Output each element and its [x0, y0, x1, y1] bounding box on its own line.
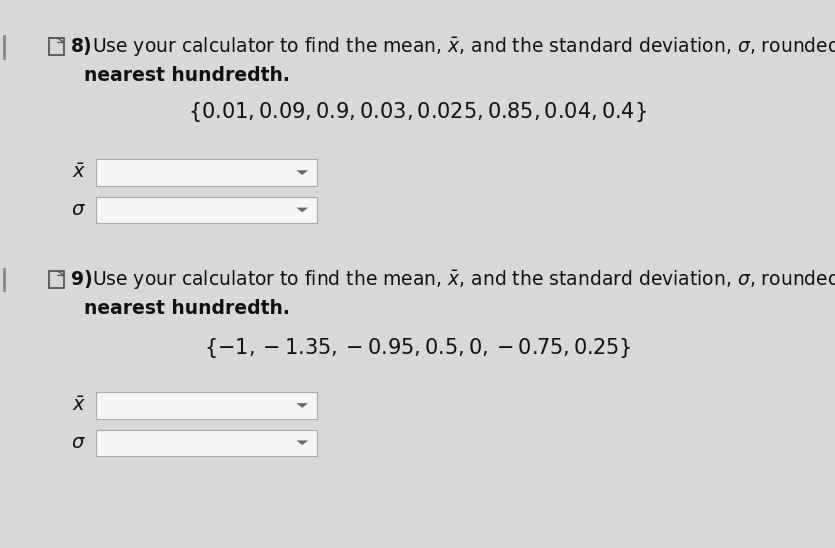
Text: $\bar{x}$: $\bar{x}$ — [72, 396, 86, 415]
Text: nearest hundredth.: nearest hundredth. — [84, 299, 290, 318]
Text: Use your calculator to find the mean, $\bar{x}$, and the standard deviation, $\s: Use your calculator to find the mean, $\… — [92, 35, 835, 58]
Text: $\{0.01, 0.09, 0.9, 0.03, 0.025, 0.85, 0.04, 0.4\}$: $\{0.01, 0.09, 0.9, 0.03, 0.025, 0.85, 0… — [188, 100, 647, 124]
FancyBboxPatch shape — [96, 430, 317, 456]
Text: Use your calculator to find the mean, $\bar{x}$, and the standard deviation, $\s: Use your calculator to find the mean, $\… — [92, 268, 835, 291]
Polygon shape — [296, 170, 308, 175]
Polygon shape — [296, 403, 308, 408]
Polygon shape — [296, 441, 308, 445]
Text: 9): 9) — [71, 270, 93, 289]
Text: $\{-1, -1.35, -0.95, 0.5, 0, -0.75, 0.25\}$: $\{-1, -1.35, -0.95, 0.5, 0, -0.75, 0.25… — [204, 336, 631, 360]
Text: $\sigma$: $\sigma$ — [71, 433, 86, 452]
Text: 8): 8) — [71, 37, 93, 56]
Text: nearest hundredth.: nearest hundredth. — [84, 66, 290, 85]
Text: $\bar{x}$: $\bar{x}$ — [72, 163, 86, 182]
FancyBboxPatch shape — [96, 197, 317, 223]
Text: $\sigma$: $\sigma$ — [71, 201, 86, 219]
FancyBboxPatch shape — [96, 392, 317, 419]
Bar — [49, 38, 64, 55]
FancyBboxPatch shape — [96, 159, 317, 186]
Polygon shape — [296, 208, 308, 212]
Bar — [49, 271, 64, 288]
